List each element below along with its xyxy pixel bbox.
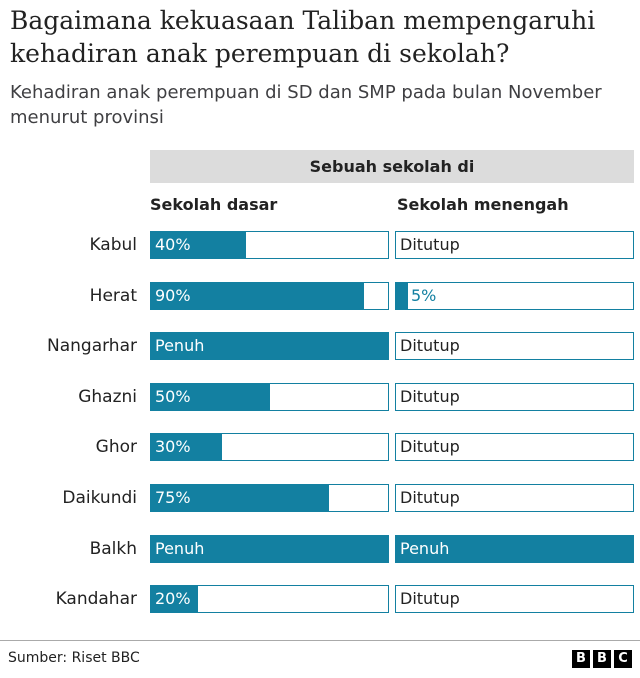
bar-value-label: 75%: [155, 488, 191, 507]
bar-fill: [151, 536, 388, 562]
bar-fill: [396, 283, 408, 309]
bar-value-label: Penuh: [155, 539, 205, 558]
bar-fill: [151, 485, 329, 511]
chart-title: Bagaimana kekuasaan Taliban mempengaruhi…: [10, 6, 596, 68]
bar-track-primary: 30%: [150, 433, 389, 461]
bar-fill: [151, 384, 270, 410]
bar-track-secondary: Ditutup: [395, 332, 634, 360]
bar-value-label: Ditutup: [400, 387, 460, 406]
source-note: Sumber: Riset BBC: [8, 650, 140, 666]
bar-fill: [151, 232, 246, 258]
bar-track-secondary: Ditutup: [395, 231, 634, 259]
bar-value-label: 30%: [155, 437, 191, 456]
category-label: Nangarhar: [47, 336, 137, 356]
bar-value-label: 90%: [155, 286, 191, 305]
category-label: Ghor: [95, 437, 137, 457]
bar-fill: [151, 333, 388, 359]
bbc-logo-letter: C: [614, 650, 632, 668]
bar-track-primary: 40%: [150, 231, 389, 259]
group-header: Sebuah sekolah di: [150, 150, 634, 183]
bar-fill: [151, 283, 364, 309]
column-header-secondary: Sekolah menengah: [397, 195, 569, 214]
column-header-primary: Sekolah dasar: [150, 195, 278, 214]
bar-fill: [151, 586, 198, 612]
bar-value-label: 40%: [155, 235, 191, 254]
bar-track-primary: 50%: [150, 383, 389, 411]
bbc-logo: B B C: [572, 650, 632, 668]
bar-value-label: Ditutup: [400, 589, 460, 608]
bbc-logo-letter: B: [572, 650, 590, 668]
bar-value-label: Ditutup: [400, 437, 460, 456]
bar-fill: [151, 434, 222, 460]
chart-subtitle: Kehadiran anak perempuan di SD dan SMP p…: [10, 82, 602, 128]
bar-track-secondary: 5%: [395, 282, 634, 310]
category-label: Ghazni: [78, 387, 137, 407]
bar-value-label: Penuh: [400, 539, 450, 558]
bar-track-secondary: Ditutup: [395, 484, 634, 512]
bar-track-primary: 90%: [150, 282, 389, 310]
bar-track-secondary: Ditutup: [395, 585, 634, 613]
bar-track-primary: 75%: [150, 484, 389, 512]
bar-value-label: Ditutup: [400, 488, 460, 507]
bbc-logo-letter: B: [593, 650, 611, 668]
bar-fill: [396, 536, 633, 562]
category-label: Daikundi: [62, 488, 137, 508]
category-label: Kabul: [89, 235, 137, 255]
category-label: Herat: [89, 286, 137, 306]
bar-value-label: 50%: [155, 387, 191, 406]
bar-value-label: Penuh: [155, 336, 205, 355]
bar-value-label: 5%: [411, 286, 437, 305]
bar-track-primary: Penuh: [150, 535, 389, 563]
bar-value-label: Ditutup: [400, 336, 460, 355]
category-label: Balkh: [89, 539, 137, 559]
bar-track-primary: 20%: [150, 585, 389, 613]
bar-track-secondary: Penuh: [395, 535, 634, 563]
bar-value-label: 20%: [155, 589, 191, 608]
footer-divider: [0, 640, 640, 641]
category-label: Kandahar: [55, 589, 137, 609]
bar-track-secondary: Ditutup: [395, 383, 634, 411]
bar-track-primary: Penuh: [150, 332, 389, 360]
bar-track-secondary: Ditutup: [395, 433, 634, 461]
bar-value-label: Ditutup: [400, 235, 460, 254]
